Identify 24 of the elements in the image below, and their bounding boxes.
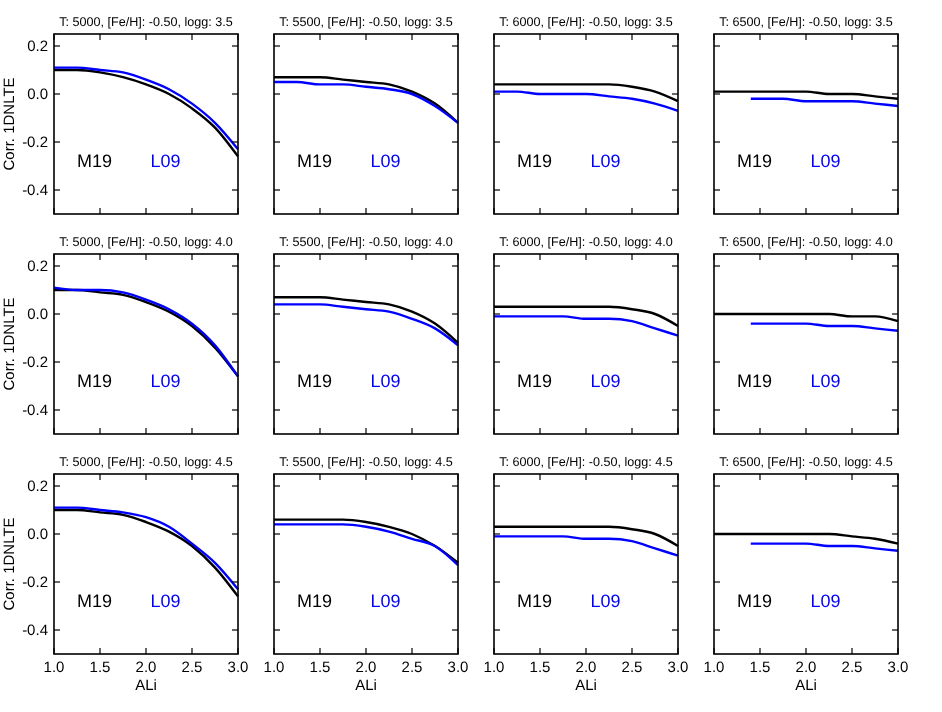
text: M19 [737,590,773,611]
text: L09 [810,370,841,391]
text: M19 [517,590,553,611]
text: M19 [297,590,333,611]
text: M19 [297,150,333,171]
text: M19 [517,150,553,171]
text: M19 [737,370,773,391]
text: L09 [590,370,621,391]
text: L09 [150,590,181,611]
text: L09 [370,150,401,171]
text: M19 [77,590,113,611]
text: M19 [737,150,773,171]
text: M19 [517,370,553,391]
text: L09 [810,150,841,171]
text: L09 [590,590,621,611]
text: L09 [590,150,621,171]
text: M19 [77,370,113,391]
text: L09 [150,150,181,171]
text: L09 [150,370,181,391]
text: L09 [810,590,841,611]
text: M19 [297,370,333,391]
text: L09 [370,370,401,391]
text: L09 [370,590,401,611]
text: M19 [77,150,113,171]
